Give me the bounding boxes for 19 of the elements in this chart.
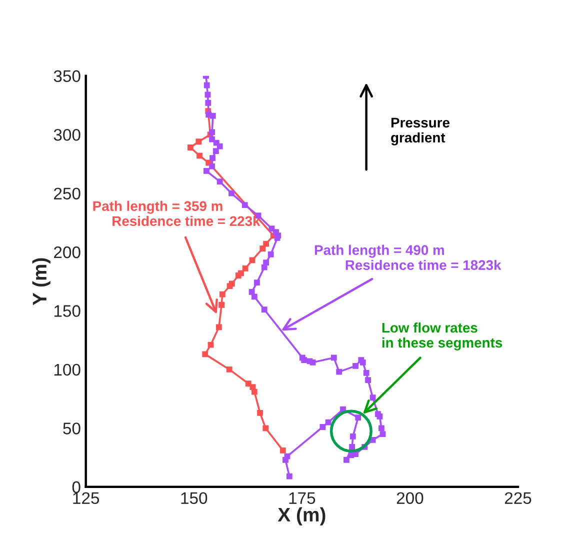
y-tick-label: 150 — [54, 305, 80, 317]
y-tick-label: 200 — [54, 246, 80, 258]
x-tick-label: 125 — [73, 492, 100, 504]
x-tick-label: 225 — [504, 492, 532, 504]
x-tick-label: 175 — [289, 492, 316, 504]
y-tick-label: 350 — [54, 70, 80, 82]
y-tick-label: 300 — [54, 128, 80, 141]
y-tick-label: 250 — [54, 188, 80, 200]
x-axis-title: X (m) — [278, 507, 326, 526]
annotation: Low flow rates in these segments — [382, 322, 502, 350]
y-tick-label: 50 — [63, 422, 80, 434]
annotation: Path length = 359 m Residence time = 223k — [93, 200, 260, 226]
x-tick-label: 150 — [181, 492, 208, 504]
annotation: Pressure gradient — [391, 118, 450, 146]
y-tick-label: 100 — [54, 364, 80, 376]
x-tick-label: 200 — [396, 492, 424, 504]
y-tick-label: 0 — [72, 481, 80, 494]
y-axis-title: Y (m) — [32, 258, 50, 306]
annotation: Path length = 490 m Residence time = 1823k — [314, 244, 502, 270]
